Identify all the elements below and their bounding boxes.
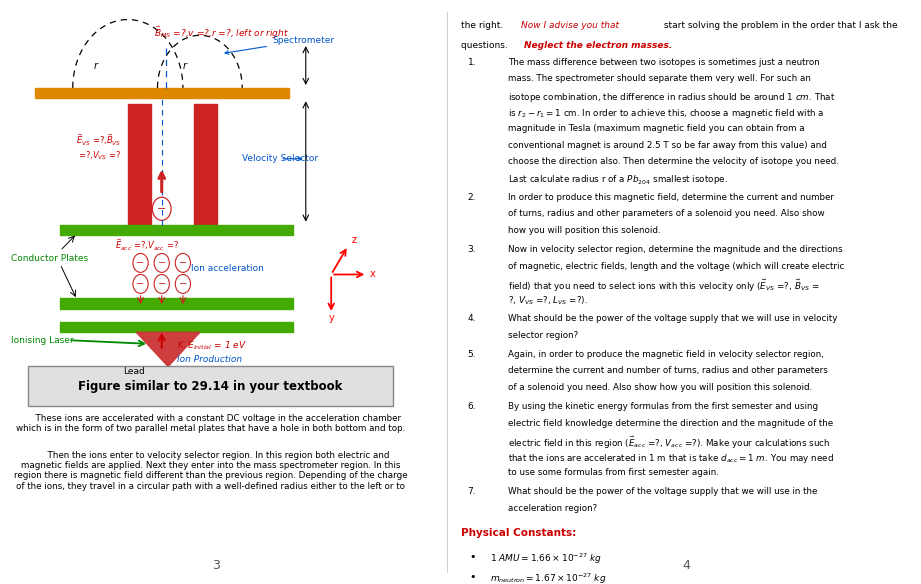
Text: Last calculate radius r of a $Pb_{204}^{~}$ smallest isotope.: Last calculate radius r of a $Pb_{204}^{… <box>507 173 728 187</box>
Text: −: − <box>179 279 187 289</box>
Text: Ion Production: Ion Production <box>177 355 241 364</box>
Text: 6.: 6. <box>468 402 476 411</box>
Text: Again, in order to produce the magnetic field in velocity selector region,: Again, in order to produce the magnetic … <box>507 350 823 359</box>
Text: that the ions are accelerated in 1 m that is take $d_{acc} = 1~m$. You may need: that the ions are accelerated in 1 m tha… <box>507 451 834 465</box>
Text: −: − <box>157 279 166 289</box>
Text: ?, $V_{VS}$ =?, $L_{VS}$ =?).: ?, $V_{VS}$ =?, $L_{VS}$ =?). <box>507 295 588 307</box>
Text: What should be the power of the voltage supply that we will use in the: What should be the power of the voltage … <box>507 488 817 496</box>
Text: acceleration region?: acceleration region? <box>507 504 597 513</box>
Text: $\vec{E}_{acc}$ =?,$V_{acc}$ =?: $\vec{E}_{acc}$ =?,$V_{acc}$ =? <box>115 238 180 253</box>
Text: 7.: 7. <box>468 488 476 496</box>
Text: −: − <box>157 204 167 214</box>
Text: Lead: Lead <box>123 367 146 376</box>
Text: y: y <box>328 313 334 323</box>
Text: electric field knowledge determine the direction and the magnitude of the: electric field knowledge determine the d… <box>507 419 833 427</box>
Text: how you will position this solenoid.: how you will position this solenoid. <box>507 226 660 235</box>
Text: Conductor Plates: Conductor Plates <box>11 254 88 263</box>
Polygon shape <box>136 332 200 367</box>
FancyBboxPatch shape <box>193 104 216 225</box>
FancyBboxPatch shape <box>60 225 293 235</box>
Text: •: • <box>470 572 476 582</box>
Text: Neglect the electron masses.: Neglect the electron masses. <box>524 41 672 50</box>
FancyBboxPatch shape <box>35 88 289 99</box>
Text: $K.E_{initial}$ = 1 eV: $K.E_{initial}$ = 1 eV <box>177 339 247 352</box>
Text: 3: 3 <box>213 559 220 572</box>
Text: Figure similar to 29.14 in your textbook: Figure similar to 29.14 in your textbook <box>78 380 343 392</box>
Text: =?,$V_{VS}$ =?: =?,$V_{VS}$ =? <box>78 150 122 162</box>
Text: of turns, radius and other parameters of a solenoid you need. Also show: of turns, radius and other parameters of… <box>507 209 824 218</box>
Text: 4: 4 <box>682 559 690 572</box>
Text: −: − <box>157 258 166 268</box>
Text: $\vec{E}_{VS}$ =?,$\vec{B}_{VS}$: $\vec{E}_{VS}$ =?,$\vec{B}_{VS}$ <box>76 133 122 148</box>
Text: $\vec{B}_{MS}$ =?,v =?,r =?, left or right: $\vec{B}_{MS}$ =?,v =?,r =?, left or rig… <box>154 25 288 41</box>
Text: choose the direction also. Then determine the velocity of isotope you need.: choose the direction also. Then determin… <box>507 157 839 166</box>
Text: Spectrometer: Spectrometer <box>225 36 334 54</box>
Text: The mass difference between two isotopes is sometimes just a neutron: The mass difference between two isotopes… <box>507 58 820 67</box>
Text: isotope combination, the difference in radius should be around $\mathit{1~cm}$. : isotope combination, the difference in r… <box>507 91 835 104</box>
Text: 1.: 1. <box>468 58 476 67</box>
Text: 4.: 4. <box>468 314 476 323</box>
Text: determine the current and number of turns, radius and other parameters: determine the current and number of turn… <box>507 366 828 376</box>
Text: x: x <box>370 269 376 280</box>
FancyBboxPatch shape <box>60 298 293 308</box>
Text: to use some formulas from first semester again.: to use some formulas from first semester… <box>507 468 718 477</box>
Text: −: − <box>136 279 145 289</box>
Text: Velocity Selector: Velocity Selector <box>242 154 319 164</box>
Text: What should be the power of the voltage supply that we will use in velocity: What should be the power of the voltage … <box>507 314 837 323</box>
Text: 3.: 3. <box>468 245 476 254</box>
Text: These ions are accelerated with a constant DC voltage in the acceleration chambe: These ions are accelerated with a consta… <box>16 413 405 433</box>
Text: 2.: 2. <box>468 193 476 202</box>
Text: mass. The spectrometer should separate them very well. For such an: mass. The spectrometer should separate t… <box>507 74 810 84</box>
Text: is $r_2 - r_1 = 1$ cm. In order to achieve this, choose a magnetic field with a: is $r_2 - r_1 = 1$ cm. In order to achie… <box>507 107 824 120</box>
Text: of a solenoid you need. Also show how you will position this solenoid.: of a solenoid you need. Also show how yo… <box>507 383 812 392</box>
Text: questions.: questions. <box>460 41 510 50</box>
Text: the right.: the right. <box>460 21 503 30</box>
Text: electric field in this region ($\vec{E}_{acc}$ =?, $V_{acc}$ =?). Make your calc: electric field in this region ($\vec{E}_… <box>507 435 831 451</box>
Text: r: r <box>94 61 98 71</box>
Text: 5.: 5. <box>468 350 476 359</box>
Text: z: z <box>352 235 356 245</box>
FancyBboxPatch shape <box>60 322 293 332</box>
Text: •: • <box>470 552 476 562</box>
Text: Physical Constants:: Physical Constants: <box>460 529 576 538</box>
Text: By using the kinetic energy formulas from the first semester and using: By using the kinetic energy formulas fro… <box>507 402 818 411</box>
Text: −: − <box>179 258 187 268</box>
Text: −: − <box>136 258 145 268</box>
Text: $1~AMU = 1.66 \times 10^{-27}~kg$: $1~AMU = 1.66 \times 10^{-27}~kg$ <box>490 552 601 566</box>
FancyBboxPatch shape <box>128 104 151 225</box>
Text: field) that you need to select ions with this velocity only ($\vec{E}_{VS}$ =?, : field) that you need to select ions with… <box>507 278 820 294</box>
Text: conventional magnet is around 2.5 T so be far away from this value) and: conventional magnet is around 2.5 T so b… <box>507 141 827 150</box>
Text: magnitude in Tesla (maximum magnetic field you can obtain from a: magnitude in Tesla (maximum magnetic fie… <box>507 124 805 133</box>
Text: r: r <box>183 61 187 71</box>
Text: Ion acceleration: Ion acceleration <box>192 263 264 273</box>
Text: Now in velocity selector region, determine the magnitude and the directions: Now in velocity selector region, determi… <box>507 245 843 254</box>
Text: $m_{neutron} = 1.67 \times 10^{-27}~kg$: $m_{neutron} = 1.67 \times 10^{-27}~kg$ <box>490 572 606 584</box>
Text: Then the ions enter to velocity selector region. In this region both electric an: Then the ions enter to velocity selector… <box>14 451 407 491</box>
Text: Ionising Laser: Ionising Laser <box>11 336 74 345</box>
Text: selector region?: selector region? <box>507 331 578 339</box>
Text: of magnetic, electric fields, length and the voltage (which will create electric: of magnetic, electric fields, length and… <box>507 262 845 270</box>
FancyBboxPatch shape <box>29 367 392 406</box>
Text: Now I advise you that: Now I advise you that <box>521 21 620 30</box>
Text: start solving the problem in the order that I ask the: start solving the problem in the order t… <box>661 21 898 30</box>
Text: In order to produce this magnetic field, determine the current and number: In order to produce this magnetic field,… <box>507 193 834 202</box>
